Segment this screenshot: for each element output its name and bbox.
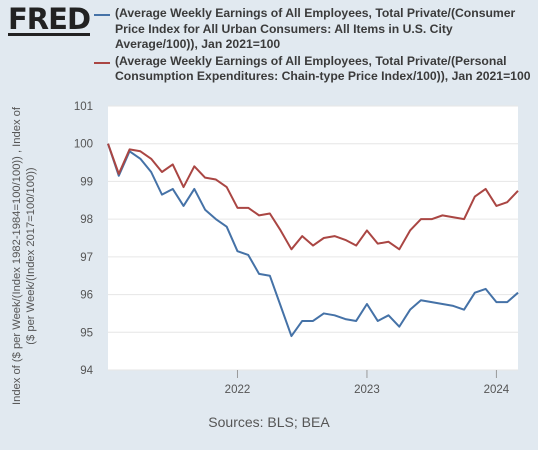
fred-logo: FRED: [8, 2, 91, 36]
logo-underline: [8, 33, 90, 36]
legend-label-cpi: (Average Weekly Earnings of All Employee…: [115, 6, 516, 51]
series-line-cpi: [107, 143, 519, 338]
y-tick-label: 97: [80, 252, 93, 264]
legend-swatch-pce: [94, 61, 110, 64]
series-lines: [107, 143, 519, 338]
y-tick-label: 100: [74, 139, 93, 151]
y-axis-ticks: 94 95 96 97 98 99 100 101: [74, 101, 94, 377]
x-tick-label: 2022: [225, 384, 251, 396]
legend-swatch-cpi: [94, 14, 110, 16]
y-tick-label: 98: [80, 214, 93, 226]
x-axis-ticks: 2022 2023 2024: [225, 370, 510, 396]
legend-label-pce: (Average Weekly Earnings of All Employee…: [115, 53, 531, 84]
chart-legend: (Average Weekly Earnings of All Employee…: [94, 6, 534, 86]
legend-item-cpi: (Average Weekly Earnings of All Employee…: [94, 6, 534, 53]
x-tick-label: 2024: [484, 384, 510, 396]
plot-area: [108, 106, 518, 370]
y-tick-label: 94: [80, 365, 93, 377]
y-tick-label: 95: [80, 327, 93, 339]
source-note: Sources: BLS; BEA: [208, 414, 330, 430]
y-tick-label: 101: [74, 101, 93, 113]
grid-lines: [108, 105, 518, 371]
y-tick-label: 96: [80, 290, 93, 302]
x-tick-label: 2023: [354, 384, 380, 396]
y-tick-label: 99: [80, 176, 93, 188]
legend-item-pce: (Average Weekly Earnings of All Employee…: [94, 54, 534, 85]
series-line-pce: [107, 143, 519, 251]
